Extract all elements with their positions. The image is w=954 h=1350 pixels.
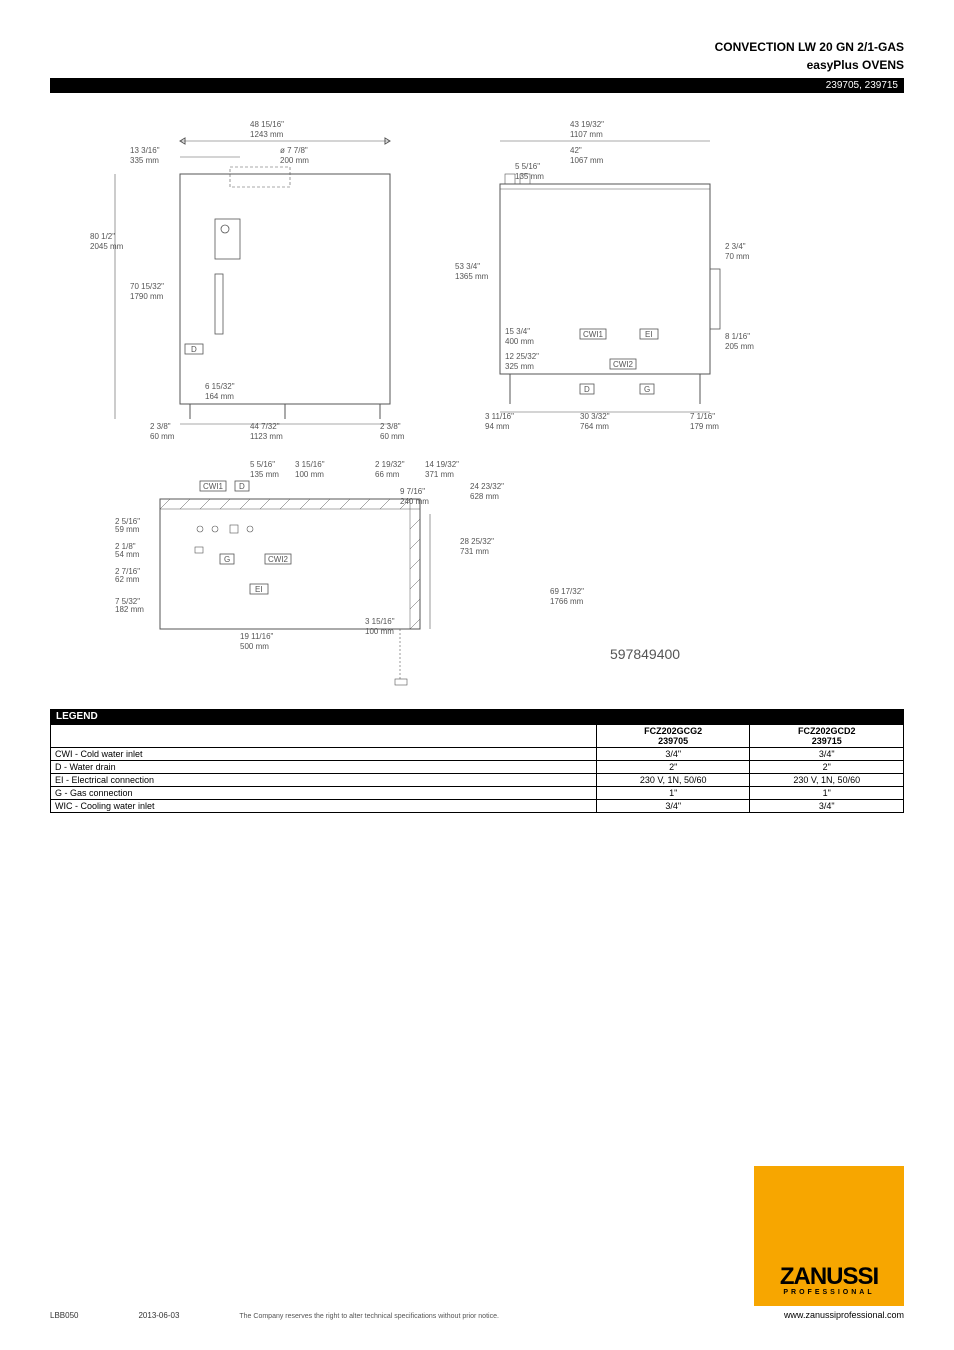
dim-top-h5-mm: 500 mm: [240, 642, 269, 651]
table-row: CWI - Cold water inlet3/4"3/4": [51, 748, 904, 761]
table-row: EI - Electrical connection230 V, 1N, 50/…: [51, 774, 904, 787]
tag-front-d: D: [191, 345, 197, 354]
dim-front-uh-mm: 1790 mm: [130, 292, 164, 301]
dim-top-d5-frac: 9 7/16": [400, 487, 425, 496]
tag-top-cwi2: CWI2: [268, 555, 289, 564]
dim-side-to-frac: 5 5/16": [515, 162, 540, 171]
brand-logo-text: ZANUSSI: [780, 1265, 878, 1289]
dim-top-d4-frac: 14 19/32": [425, 460, 459, 469]
dim-top-d4-mm: 371 mm: [425, 470, 454, 479]
dim-top-h5-frac: 19 11/16": [240, 632, 274, 641]
dim-top-d6-mm: 628 mm: [470, 492, 499, 501]
dim-side-iw-frac: 42": [570, 146, 582, 155]
dim-top-h4-mm: 182 mm: [115, 605, 144, 614]
tag-side-cwi1: CWI1: [583, 330, 604, 339]
dim-side-hh-mm: 205 mm: [725, 342, 754, 351]
brand-logo-sub: PROFESSIONAL: [780, 1289, 878, 1296]
dim-top-d3-frac: 2 19/32": [375, 460, 405, 469]
tag-top-d: D: [239, 482, 245, 491]
legend-table: FCZ202GCG2239705 FCZ202GCD2239715 CWI - …: [50, 724, 904, 813]
dim-side-l2-mm: 325 mm: [505, 362, 534, 371]
dim-side-mid-frac: 30 3/32": [580, 412, 610, 421]
dim-front-lf-mm: 60 mm: [150, 432, 175, 441]
dim-side-ho-frac: 2 3/4": [725, 242, 746, 251]
tag-top-g: G: [224, 555, 230, 564]
tag-side-cwi2: CWI2: [613, 360, 634, 369]
header-title-1: CONVECTION LW 20 GN 2/1-GAS: [50, 40, 904, 54]
footer-note: The Company reserves the right to alter …: [239, 1313, 499, 1320]
tag-top-cwi1: CWI1: [203, 482, 224, 491]
dim-side-bh-mm: 1365 mm: [455, 272, 489, 281]
dim-side-hh-frac: 8 1/16": [725, 332, 750, 341]
brand-logo-block: ZANUSSI PROFESSIONAL www.zanussiprofessi…: [754, 1166, 904, 1320]
dim-side-tw-frac: 43 19/32": [570, 120, 604, 129]
tag-side-d: D: [584, 385, 590, 394]
brand-url: www.zanussiprofessional.com: [754, 1310, 904, 1320]
dim-side-to-mm: 135 mm: [515, 172, 544, 181]
legend-header-col2: FCZ202GCD2239715: [750, 725, 904, 748]
dim-front-th-frac: 80 1/2": [90, 232, 115, 241]
dim-front-th-mm: 2045 mm: [90, 242, 124, 251]
dim-side-mid-mm: 764 mm: [580, 422, 609, 431]
legend-title-bar: LEGEND: [50, 709, 904, 724]
page-header: CONVECTION LW 20 GN 2/1-GAS easyPlus OVE…: [50, 40, 904, 72]
dim-top-h6-mm: 100 mm: [365, 627, 394, 636]
dim-front-width-mm: 1243 mm: [250, 130, 284, 139]
dim-front-rf-frac: 2 3/8": [380, 422, 401, 431]
dim-side-lf-frac: 3 11/16": [485, 412, 514, 421]
dim-side-l1-frac: 15 3/4": [505, 327, 530, 336]
dim-side-iw-mm: 1067 mm: [570, 156, 604, 165]
dim-front-lf-frac: 2 3/8": [150, 422, 171, 431]
dim-front-rf-mm: 60 mm: [380, 432, 405, 441]
table-row: D - Water drain2"2": [51, 761, 904, 774]
tag-top-ei: EI: [255, 585, 263, 594]
dim-side-l1-mm: 400 mm: [505, 337, 534, 346]
technical-drawing: 48 15/16" 1243 mm ø 7 7/8" 200 mm 13 3/1…: [50, 99, 904, 699]
dim-front-dia-mm: 200 mm: [280, 156, 309, 165]
table-row: WIC - Cooling water inlet3/4"3/4": [51, 800, 904, 813]
dim-top-d2-frac: 3 15/16": [295, 460, 325, 469]
dim-top-d2-mm: 100 mm: [295, 470, 324, 479]
dim-side-ho-mm: 70 mm: [725, 252, 750, 261]
tag-side-g: G: [644, 385, 650, 394]
dim-side-l2-frac: 12 25/32": [505, 352, 539, 361]
dim-side-rf-frac: 7 1/16": [690, 412, 715, 421]
dim-front-lg-frac: 6 15/32": [205, 382, 235, 391]
dim-front-uh-frac: 70 15/32": [130, 282, 164, 291]
model-number-bar: 239705, 239715: [50, 78, 904, 93]
dim-top-d8-frac: 69 17/32": [550, 587, 584, 596]
page-footer: LBB050 2013-06-03 The Company reserves t…: [50, 1166, 904, 1320]
footer-date: 2013-06-03: [138, 1311, 179, 1320]
dim-side-rf-mm: 179 mm: [690, 422, 719, 431]
dim-front-bw-frac: 44 7/32": [250, 422, 280, 431]
dim-top-h3-mm: 62 mm: [115, 575, 140, 584]
dim-top-d7-frac: 28 25/32": [460, 537, 494, 546]
dim-top-d3-mm: 66 mm: [375, 470, 400, 479]
tag-side-ei: EI: [645, 330, 653, 339]
dim-top-d6-frac: 24 23/32": [470, 482, 504, 491]
dim-front-dia-frac: ø 7 7/8": [280, 146, 308, 155]
dim-side-bh-frac: 53 3/4": [455, 262, 480, 271]
legend-header-empty: [51, 725, 597, 748]
dim-front-width-frac: 48 15/16": [250, 120, 284, 129]
dim-front-lo-mm: 335 mm: [130, 156, 159, 165]
dim-top-d8-mm: 1766 mm: [550, 597, 584, 606]
dim-front-bw-mm: 1123 mm: [250, 432, 283, 441]
header-title-2: easyPlus OVENS: [50, 58, 904, 72]
dim-top-d7-mm: 731 mm: [460, 547, 489, 556]
footer-doc-code: LBB050: [50, 1311, 78, 1320]
dim-top-h2-mm: 54 mm: [115, 550, 140, 559]
dim-side-lf-mm: 94 mm: [485, 422, 510, 431]
dim-top-h1-mm: 59 mm: [115, 525, 140, 534]
dim-top-h6-frac: 3 15/16": [365, 617, 395, 626]
dim-front-lo-frac: 13 3/16": [130, 146, 160, 155]
dim-top-d1-mm: 135 mm: [250, 470, 279, 479]
table-row: G - Gas connection1"1": [51, 787, 904, 800]
dim-front-lg-mm: 164 mm: [205, 392, 234, 401]
legend-header-col1: FCZ202GCG2239705: [596, 725, 750, 748]
dim-side-tw-mm: 1107 mm: [570, 130, 603, 139]
drawing-number: 597849400: [610, 646, 680, 662]
dim-top-d1-frac: 5 5/16": [250, 460, 275, 469]
